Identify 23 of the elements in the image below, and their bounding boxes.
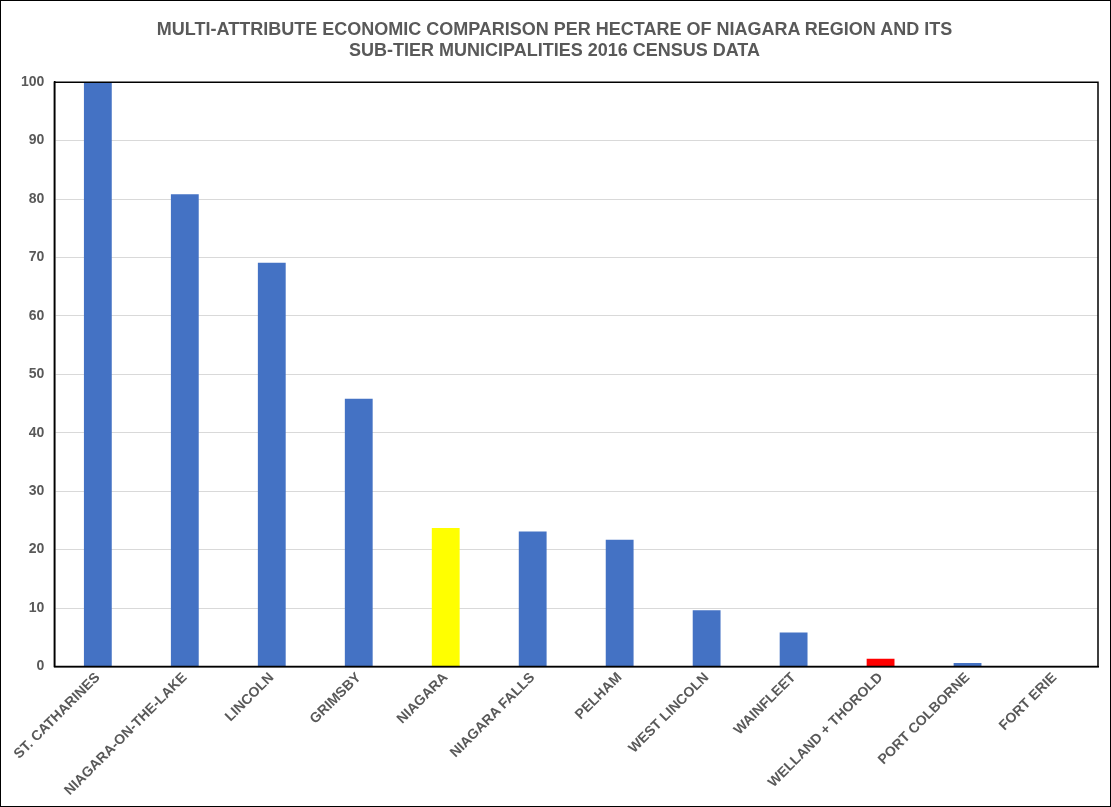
bar: [692, 610, 721, 666]
bar: [170, 194, 199, 666]
bar: [605, 539, 634, 666]
y-tick-label: 0: [36, 657, 45, 674]
y-tick-label: 80: [28, 189, 45, 206]
bar: [344, 398, 373, 666]
bar: [779, 632, 808, 666]
y-tick-label: 70: [28, 248, 45, 265]
bar: [518, 531, 547, 666]
y-tick-label: 30: [28, 482, 45, 499]
y-tick-label: 20: [28, 540, 45, 557]
chart-title: MULTI-ATTRIBUTE ECONOMIC COMPARISON PER HECTARE OF NIAGARA REGION AND ITS SUB-TIER MUNICIPALITIES 2016 CENSUS DATA: [156, 18, 953, 61]
y-tick-label: 10: [28, 598, 45, 615]
y-tick-label: 100: [21, 73, 45, 90]
bar: [257, 262, 286, 666]
bar: [431, 527, 460, 666]
bar: [866, 658, 895, 666]
bar: [953, 662, 982, 666]
y-tick-label: 60: [28, 306, 45, 323]
bar: [83, 82, 112, 666]
y-tick-label: 40: [28, 423, 45, 440]
y-tick-label: 50: [28, 365, 45, 382]
y-tick-label: 90: [28, 131, 45, 148]
